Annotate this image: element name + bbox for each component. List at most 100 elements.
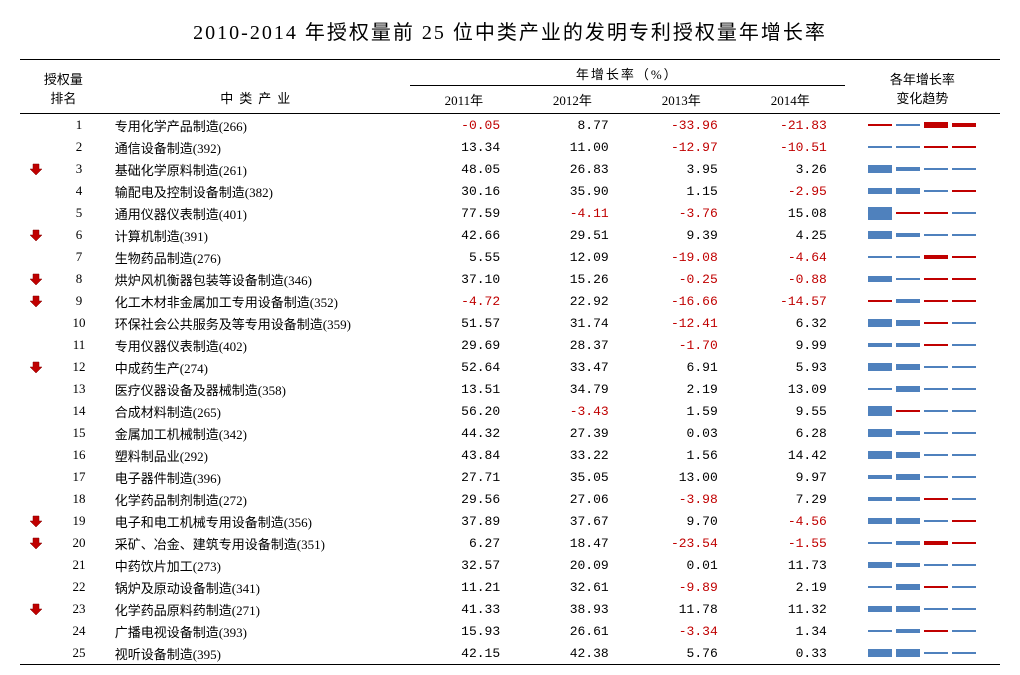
spark-bar (868, 649, 892, 656)
row-rank: 1 (51, 114, 106, 137)
table-row: 15金属加工机械制造(342)44.3227.390.036.28 (20, 422, 1000, 444)
row-value: 33.22 (518, 444, 627, 466)
spark-bar (868, 388, 892, 390)
spark-bar (868, 124, 892, 126)
row-arrow (20, 268, 51, 290)
row-value: 0.33 (736, 642, 845, 665)
row-value: -4.64 (736, 246, 845, 268)
row-industry: 计算机制造(391) (107, 224, 410, 246)
row-value: 35.05 (518, 466, 627, 488)
row-arrow (20, 158, 51, 180)
header-rank-l2: 排名 (50, 91, 76, 106)
row-arrow (20, 554, 51, 576)
spark-bar (896, 188, 920, 194)
spark-bar (952, 344, 976, 346)
row-value: 15.08 (736, 202, 845, 224)
row-value: 42.15 (410, 642, 519, 665)
spark-bar (952, 190, 976, 192)
row-arrow (20, 180, 51, 202)
row-industry: 塑料制品业(292) (107, 444, 410, 466)
table-row: 23化学药品原料药制造(271)41.3338.9311.7811.32 (20, 598, 1000, 620)
row-value: 32.61 (518, 576, 627, 598)
row-value: 27.71 (410, 466, 519, 488)
row-value: 29.51 (518, 224, 627, 246)
spark-bar (952, 432, 976, 434)
table-row: 10环保社会公共服务及等专用设备制造(359)51.5731.74-12.416… (20, 312, 1000, 334)
row-sparkline (845, 378, 1000, 400)
spark-bar (924, 146, 948, 148)
row-industry: 金属加工机械制造(342) (107, 422, 410, 444)
row-sparkline (845, 532, 1000, 554)
row-industry: 视听设备制造(395) (107, 642, 410, 665)
row-rank: 22 (51, 576, 106, 598)
row-arrow (20, 224, 51, 246)
table-row: 5通用仪器仪表制造(401)77.59-4.11-3.7615.08 (20, 202, 1000, 224)
row-arrow (20, 378, 51, 400)
table-row: 9化工木材非金属加工专用设备制造(352)-4.7222.92-16.66-14… (20, 290, 1000, 312)
row-industry: 中成药生产(274) (107, 356, 410, 378)
row-value: 13.00 (627, 466, 736, 488)
arrow-down-icon (24, 162, 47, 176)
spark-bar (952, 256, 976, 258)
spark-bar (924, 322, 948, 324)
row-value: 13.51 (410, 378, 519, 400)
row-value: 0.03 (627, 422, 736, 444)
row-rank: 2 (51, 136, 106, 158)
row-sparkline (845, 620, 1000, 642)
table-row: 25视听设备制造(395)42.1542.385.760.33 (20, 642, 1000, 665)
spark-bar (896, 299, 920, 303)
spark-bar (868, 475, 892, 480)
row-industry: 基础化学原料制造(261) (107, 158, 410, 180)
row-value: 1.59 (627, 400, 736, 422)
table-row: 11专用仪器仪表制造(402)29.6928.37-1.709.99 (20, 334, 1000, 356)
spark-bar (868, 429, 892, 436)
row-sparkline (845, 422, 1000, 444)
spark-bar (896, 452, 920, 458)
row-value: -0.25 (627, 268, 736, 290)
row-industry: 采矿、冶金、建筑专用设备制造(351) (107, 532, 410, 554)
spark-bar (896, 320, 920, 325)
row-value: 1.34 (736, 620, 845, 642)
row-industry: 环保社会公共服务及等专用设备制造(359) (107, 312, 410, 334)
row-value: 2.19 (627, 378, 736, 400)
row-value: 56.20 (410, 400, 519, 422)
row-value: 31.74 (518, 312, 627, 334)
row-value: -1.55 (736, 532, 845, 554)
header-year-2012: 2012年 (518, 86, 627, 114)
row-value: 14.42 (736, 444, 845, 466)
row-value: -1.70 (627, 334, 736, 356)
spark-bar (896, 364, 920, 370)
spark-bar (952, 630, 976, 632)
row-value: 22.92 (518, 290, 627, 312)
row-arrow (20, 466, 51, 488)
row-value: 42.38 (518, 642, 627, 665)
spark-bar (868, 256, 892, 258)
row-sparkline (845, 180, 1000, 202)
row-industry: 医疗仪器设备及器械制造(358) (107, 378, 410, 400)
row-sparkline (845, 400, 1000, 422)
row-arrow (20, 598, 51, 620)
row-rank: 11 (51, 334, 106, 356)
row-value: 30.16 (410, 180, 519, 202)
row-value: -4.56 (736, 510, 845, 532)
spark-bar (896, 278, 920, 281)
row-value: 11.78 (627, 598, 736, 620)
row-sparkline (845, 268, 1000, 290)
spark-bar (896, 431, 920, 436)
row-value: 15.93 (410, 620, 519, 642)
row-value: 6.28 (736, 422, 845, 444)
header-trend-l1: 各年增长率 (890, 72, 955, 87)
row-value: 12.09 (518, 246, 627, 268)
spark-bar (924, 652, 948, 654)
row-value: 34.79 (518, 378, 627, 400)
spark-bar (952, 168, 976, 170)
row-rank: 15 (51, 422, 106, 444)
arrow-down-icon (24, 514, 47, 528)
table-row: 8烘炉风机衡器包装等设备制造(346)37.1015.26-0.25-0.88 (20, 268, 1000, 290)
row-sparkline (845, 642, 1000, 665)
row-industry: 广播电视设备制造(393) (107, 620, 410, 642)
row-value: 7.29 (736, 488, 845, 510)
spark-bar (868, 451, 892, 458)
spark-bar (924, 212, 948, 214)
row-sparkline (845, 202, 1000, 224)
